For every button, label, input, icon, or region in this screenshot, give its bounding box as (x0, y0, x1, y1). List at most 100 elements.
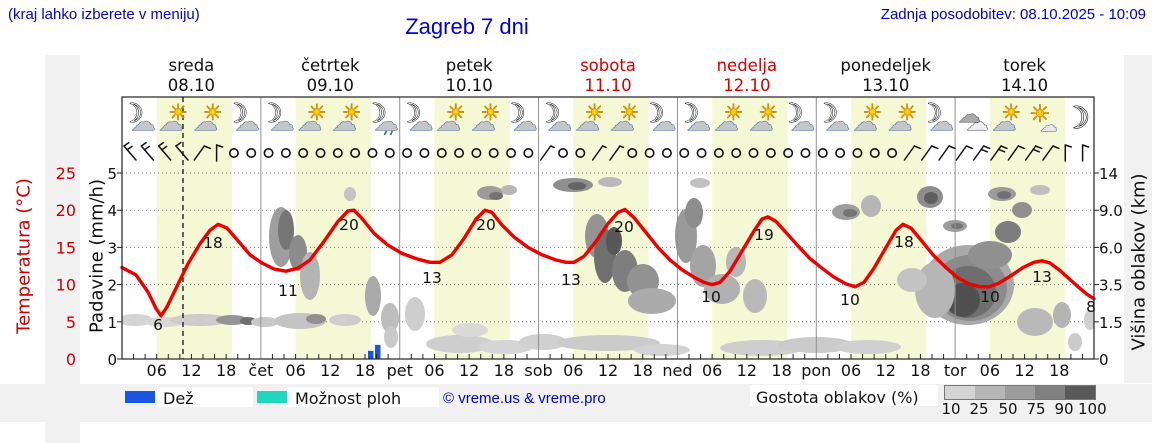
wind-stroke (609, 145, 621, 161)
moon-icon: ☽ (503, 99, 526, 129)
calm-icon (731, 148, 742, 159)
cloud-blob (1012, 202, 1032, 218)
cloud-blob (690, 178, 710, 188)
wind-stroke (997, 148, 1006, 153)
cloud-axis-ticks: 0 1.5 3.5 6.0 9.0 14 (1099, 165, 1123, 369)
cloud-icon: ☁ (959, 103, 981, 128)
copyright-link[interactable]: © vreme.us & vreme.pro (443, 390, 606, 407)
temp-label: 20 (339, 216, 359, 234)
temp-label: 11 (278, 282, 298, 300)
cloud-blob (685, 198, 703, 228)
wind-symbol (835, 148, 846, 159)
hour-label: 06 (147, 361, 167, 380)
calm-icon (228, 148, 239, 159)
moon-icon: ☽ (1063, 101, 1090, 136)
cloud-tick-label: 14 (1099, 165, 1118, 183)
temp-label: 10 (701, 288, 721, 306)
wind-symbol (887, 148, 898, 159)
cloud-blob (556, 335, 660, 351)
wind-symbol (903, 145, 922, 161)
cloud-blob (634, 344, 690, 356)
cloud-density-gradient (944, 385, 1096, 400)
calm-icon (869, 148, 880, 159)
wind-symbol (713, 148, 724, 159)
rain-bars (368, 344, 381, 359)
cloud-blob (897, 268, 927, 292)
day-abbrev-label: pet (387, 361, 413, 380)
drizzle-mark (383, 130, 388, 136)
hour-label: 12 (459, 361, 479, 380)
cloud-icon: ☁ (715, 108, 739, 136)
calm-icon (748, 148, 759, 159)
cloud-blob (690, 245, 716, 287)
cloud-blob (951, 223, 963, 229)
rain-bar (375, 344, 381, 359)
sun-icon: ☀ (1029, 100, 1051, 128)
wind-stroke (1042, 145, 1054, 161)
wind-symbol (157, 141, 172, 161)
calm-icon (454, 148, 465, 159)
density-step (1005, 386, 1035, 399)
cloud-icon: ☁ (576, 108, 600, 136)
cloud-icon: ☁ (437, 108, 461, 136)
wind-symbol (471, 148, 482, 159)
wind-symbol (175, 141, 189, 161)
cloud-blob (365, 276, 381, 316)
cloud-blob (628, 288, 676, 314)
wind-symbol (402, 148, 413, 159)
sun-cloud-icon: ☀☁ (436, 101, 466, 137)
density-level-label: 75 (1026, 400, 1046, 418)
day-name: nedelja (717, 56, 778, 75)
calm-icon (471, 148, 482, 159)
day-name: sobota (580, 56, 636, 75)
cloud-icon: ☁ (992, 108, 1016, 136)
cloud-blob (704, 274, 740, 304)
moon-icon: ☽ (815, 99, 838, 129)
temp-tick-label: 20 (56, 201, 76, 220)
precip-tick-label: 1 (107, 314, 117, 332)
wind-symbol (140, 141, 155, 161)
precip-tick-label: 2 (107, 277, 117, 295)
day-date: 08.10 (168, 76, 215, 95)
moon-icon: ☽ (780, 99, 803, 129)
temp-label: 13 (1032, 268, 1052, 286)
cloud-blob (995, 221, 1021, 243)
sun-cloud-icon: ☀☁ (471, 101, 501, 137)
moon-icon: ☽ (225, 99, 248, 129)
calm-icon (350, 148, 361, 159)
calm-icon (800, 148, 811, 159)
sun-cloud-icon: ☀☁ (992, 101, 1022, 137)
wind-symbol (1081, 144, 1090, 162)
cloud-density-label: Gostota oblakov (%) (756, 388, 919, 407)
wind-symbol (731, 148, 742, 159)
wind-symbol (1024, 145, 1043, 161)
calm-icon (575, 148, 586, 159)
sun-cloud-icon: ☀☁ (332, 101, 362, 137)
temp-tick-label: 25 (56, 164, 76, 183)
cloud-blob (452, 323, 488, 337)
page-title: Zagreb 7 dni (405, 14, 529, 39)
cloud-icon: ☁ (194, 108, 218, 136)
wind-stroke (591, 145, 604, 161)
cloud-blob (122, 314, 153, 326)
wind-stroke (1052, 145, 1060, 150)
rain-legend-label: Dež (163, 389, 194, 408)
cloud-icon: ☁ (409, 108, 433, 136)
wind-symbol (523, 148, 534, 159)
precip-tick-label: 4 (107, 202, 117, 220)
wind-symbol (228, 148, 239, 159)
day-abbrev-label: tor (944, 361, 967, 380)
wind-stroke (203, 145, 212, 150)
cloud-blob (501, 185, 517, 195)
wind-symbol (679, 148, 690, 159)
wind-stroke (539, 145, 552, 161)
wind-stroke (140, 145, 155, 161)
moon-icon: ☽ (398, 99, 421, 129)
calm-icon (402, 148, 413, 159)
cloud-blob (170, 314, 230, 326)
density-step (1065, 386, 1095, 399)
cloud-icon: ☁ (967, 111, 989, 136)
wind-symbol (920, 145, 939, 161)
temp-curve (120, 207, 1096, 318)
wind-symbol (557, 148, 568, 159)
